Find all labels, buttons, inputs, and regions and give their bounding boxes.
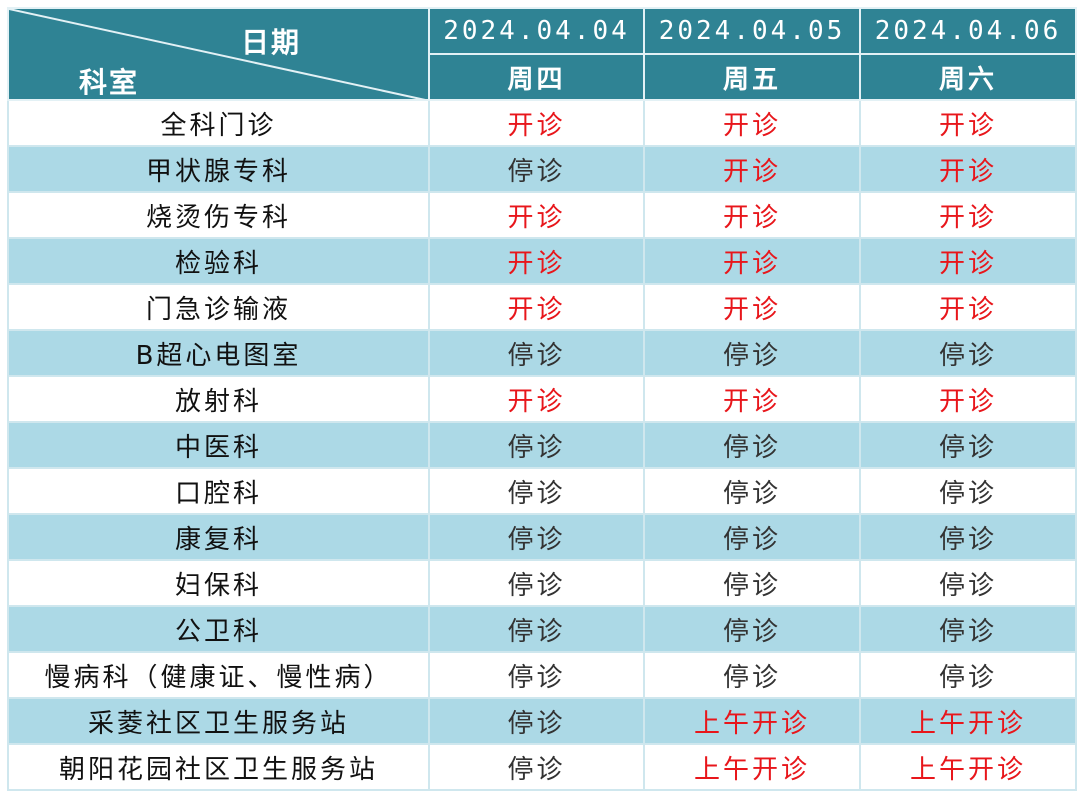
status-cell: 停诊 [428, 329, 645, 377]
status-cell: 停诊 [859, 421, 1077, 469]
table-row: 检验科 开诊 开诊 开诊 [7, 237, 1077, 285]
table-row: 口腔科 停诊 停诊 停诊 [7, 467, 1077, 515]
table-row: B超心电图室 停诊 停诊 停诊 [7, 329, 1077, 377]
table-row: 烧烫伤专科 开诊 开诊 开诊 [7, 191, 1077, 239]
status-cell: 停诊 [643, 467, 861, 515]
status-cell: 停诊 [428, 605, 645, 653]
status-cell: 停诊 [428, 559, 645, 607]
department-cell: 妇保科 [7, 559, 430, 607]
status-cell: 停诊 [643, 651, 861, 699]
date-header: 2024.04.04 [428, 7, 645, 55]
header-row-weekdays: 周四 周五 周六 [8, 53, 1077, 101]
status-cell: 开诊 [643, 237, 861, 285]
status-cell: 上午开诊 [643, 743, 861, 791]
date-header: 2024.04.05 [643, 7, 861, 55]
status-cell: 开诊 [428, 283, 645, 331]
department-cell: 慢病科（健康证、慢性病） [7, 651, 430, 699]
status-cell: 开诊 [643, 283, 861, 331]
department-cell: 全科门诊 [7, 99, 430, 147]
table-row: 采菱社区卫生服务站 停诊 上午开诊 上午开诊 [7, 697, 1077, 745]
status-cell: 开诊 [643, 145, 861, 193]
status-cell: 停诊 [643, 559, 861, 607]
department-cell: 甲状腺专科 [7, 145, 430, 193]
status-cell: 停诊 [859, 329, 1077, 377]
date-header: 2024.04.06 [859, 7, 1077, 55]
table-row: 康复科 停诊 停诊 停诊 [7, 513, 1077, 561]
status-cell: 停诊 [643, 329, 861, 377]
table-row: 朝阳花园社区卫生服务站 停诊 上午开诊 上午开诊 [7, 743, 1077, 791]
status-cell: 停诊 [428, 697, 645, 745]
header-corner-cell: 日期 科室 [7, 7, 430, 101]
table-row: 甲状腺专科 停诊 开诊 开诊 [7, 145, 1077, 193]
status-cell: 停诊 [428, 513, 645, 561]
department-cell: 烧烫伤专科 [7, 191, 430, 239]
status-cell: 开诊 [428, 191, 645, 239]
department-cell: 口腔科 [7, 467, 430, 515]
department-cell: B超心电图室 [7, 329, 430, 377]
weekday-header: 周六 [859, 53, 1077, 101]
department-cell: 公卫科 [7, 605, 430, 653]
status-cell: 上午开诊 [859, 743, 1077, 791]
corner-label-date: 日期 [241, 26, 302, 59]
status-cell: 停诊 [428, 743, 645, 791]
table-row: 妇保科 停诊 停诊 停诊 [7, 559, 1077, 607]
status-cell: 停诊 [859, 513, 1077, 561]
status-cell: 开诊 [643, 191, 861, 239]
status-cell: 开诊 [859, 145, 1077, 193]
department-cell: 门急诊输液 [7, 283, 430, 331]
status-cell: 停诊 [643, 513, 861, 561]
status-cell: 开诊 [643, 375, 861, 423]
status-cell: 停诊 [859, 467, 1077, 515]
table-row: 放射科 开诊 开诊 开诊 [7, 375, 1077, 423]
status-cell: 停诊 [428, 651, 645, 699]
status-cell: 上午开诊 [859, 697, 1077, 745]
department-cell: 采菱社区卫生服务站 [7, 697, 430, 745]
table-row: 慢病科（健康证、慢性病） 停诊 停诊 停诊 [7, 651, 1077, 699]
status-cell: 停诊 [859, 605, 1077, 653]
table-row: 全科门诊 开诊 开诊 开诊 [7, 99, 1077, 147]
department-cell: 中医科 [7, 421, 430, 469]
corner-label-department: 科室 [79, 66, 140, 99]
department-cell: 康复科 [7, 513, 430, 561]
status-cell: 停诊 [428, 467, 645, 515]
status-cell: 开诊 [859, 283, 1077, 331]
status-cell: 开诊 [428, 375, 645, 423]
header-row-dates: 日期 科室 2024.04.04 2024.04.05 2024.04.06 [7, 7, 1077, 101]
status-cell: 停诊 [859, 651, 1077, 699]
status-cell: 开诊 [859, 99, 1077, 147]
status-cell: 开诊 [859, 237, 1077, 285]
table-row: 中医科 停诊 停诊 停诊 [7, 421, 1077, 469]
status-cell: 开诊 [428, 99, 645, 147]
weekday-header: 周四 [428, 53, 645, 101]
status-cell: 停诊 [428, 145, 645, 193]
status-cell: 停诊 [428, 421, 645, 469]
diagonal-divider [10, 10, 421, 98]
status-cell: 开诊 [859, 375, 1077, 423]
department-cell: 检验科 [7, 237, 430, 285]
status-cell: 开诊 [643, 99, 861, 147]
table-row: 门急诊输液 开诊 开诊 开诊 [7, 283, 1077, 331]
status-cell: 停诊 [859, 559, 1077, 607]
department-cell: 放射科 [7, 375, 430, 423]
clinic-schedule-table: 日期 科室 2024.04.04 2024.04.05 2024.04.06 周… [7, 7, 1077, 791]
status-cell: 停诊 [643, 605, 861, 653]
status-cell: 上午开诊 [643, 697, 861, 745]
status-cell: 开诊 [428, 237, 645, 285]
department-cell: 朝阳花园社区卫生服务站 [7, 743, 430, 791]
status-cell: 停诊 [643, 421, 861, 469]
weekday-header: 周五 [643, 53, 861, 101]
table-row: 公卫科 停诊 停诊 停诊 [7, 605, 1077, 653]
status-cell: 开诊 [859, 191, 1077, 239]
